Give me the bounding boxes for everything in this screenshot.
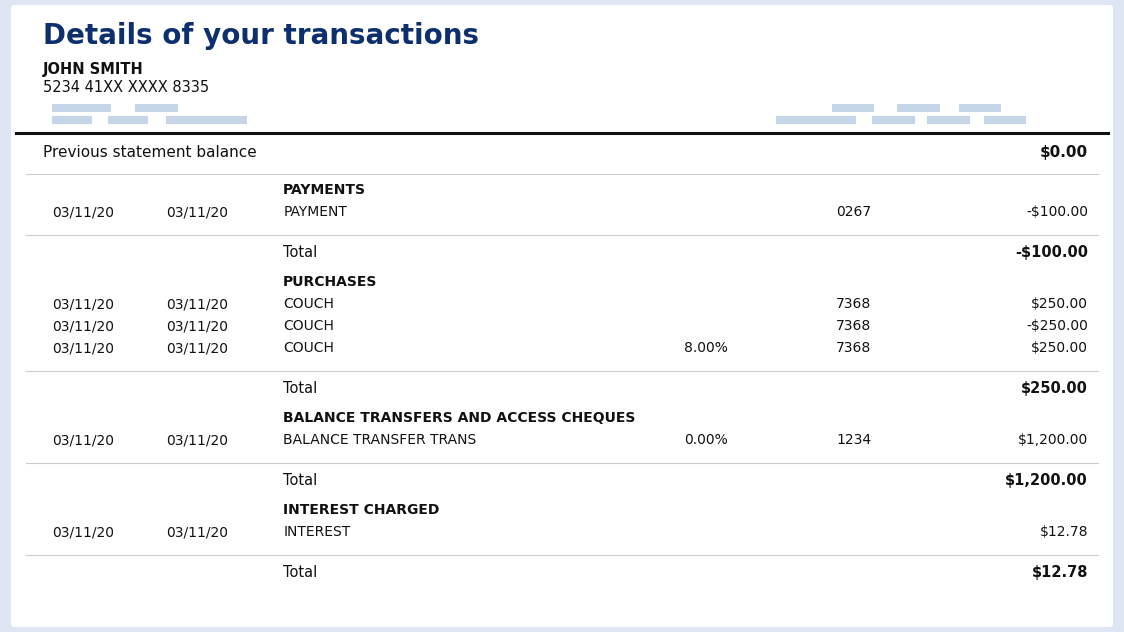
Bar [959,104,1001,112]
Text: 7368: 7368 [836,319,871,333]
Text: Total: Total [283,565,317,580]
Text: 0.00%: 0.00% [685,433,728,447]
Text: 03/11/20: 03/11/20 [166,525,228,539]
Text: 03/11/20: 03/11/20 [52,525,114,539]
Text: 1234: 1234 [836,433,871,447]
Bar [135,104,178,112]
Text: 03/11/20: 03/11/20 [52,205,114,219]
Text: Total: Total [283,473,317,488]
Text: COUCH: COUCH [283,341,334,355]
Text: -$100.00: -$100.00 [1026,205,1088,219]
FancyBboxPatch shape [11,5,1113,627]
Text: $250.00: $250.00 [1031,341,1088,355]
Text: JOHN SMITH: JOHN SMITH [43,62,144,77]
Text: COUCH: COUCH [283,297,334,311]
Text: PAYMENTS: PAYMENTS [283,183,366,197]
Text: 03/11/20: 03/11/20 [166,433,228,447]
Bar [872,116,915,124]
Text: INTEREST CHARGED: INTEREST CHARGED [283,503,439,517]
Text: Total: Total [283,381,317,396]
Text: 03/11/20: 03/11/20 [166,297,228,311]
Text: -$250.00: -$250.00 [1026,319,1088,333]
Text: PAYMENT: PAYMENT [283,205,347,219]
Text: $1,200.00: $1,200.00 [1017,433,1088,447]
Bar [166,116,247,124]
Bar [927,116,970,124]
Text: 03/11/20: 03/11/20 [166,319,228,333]
Text: 03/11/20: 03/11/20 [166,205,228,219]
Text: Previous statement balance: Previous statement balance [43,145,256,160]
Text: 7368: 7368 [836,297,871,311]
Text: Total: Total [283,245,317,260]
Text: $0.00: $0.00 [1040,145,1088,160]
Text: $12.78: $12.78 [1040,525,1088,539]
Text: INTEREST: INTEREST [283,525,351,539]
Bar [52,116,92,124]
Bar [776,116,856,124]
Text: COUCH: COUCH [283,319,334,333]
Bar [984,116,1026,124]
Bar [108,116,148,124]
Text: 7368: 7368 [836,341,871,355]
Text: BALANCE TRANSFERS AND ACCESS CHEQUES: BALANCE TRANSFERS AND ACCESS CHEQUES [283,411,636,425]
Text: BALANCE TRANSFER TRANS: BALANCE TRANSFER TRANS [283,433,477,447]
Text: 03/11/20: 03/11/20 [52,297,114,311]
Text: $12.78: $12.78 [1032,565,1088,580]
Text: Details of your transactions: Details of your transactions [43,22,479,50]
Text: 03/11/20: 03/11/20 [52,433,114,447]
Text: 03/11/20: 03/11/20 [166,341,228,355]
Bar [832,104,874,112]
Text: -$100.00: -$100.00 [1015,245,1088,260]
Bar [52,104,111,112]
Text: 0267: 0267 [836,205,871,219]
Text: PURCHASES: PURCHASES [283,275,378,289]
Text: 8.00%: 8.00% [685,341,728,355]
Text: $250.00: $250.00 [1031,297,1088,311]
Text: 03/11/20: 03/11/20 [52,341,114,355]
Text: $250.00: $250.00 [1022,381,1088,396]
Text: $1,200.00: $1,200.00 [1005,473,1088,488]
Text: 03/11/20: 03/11/20 [52,319,114,333]
Text: 5234 41XX XXXX 8335: 5234 41XX XXXX 8335 [43,80,209,95]
Bar [897,104,940,112]
